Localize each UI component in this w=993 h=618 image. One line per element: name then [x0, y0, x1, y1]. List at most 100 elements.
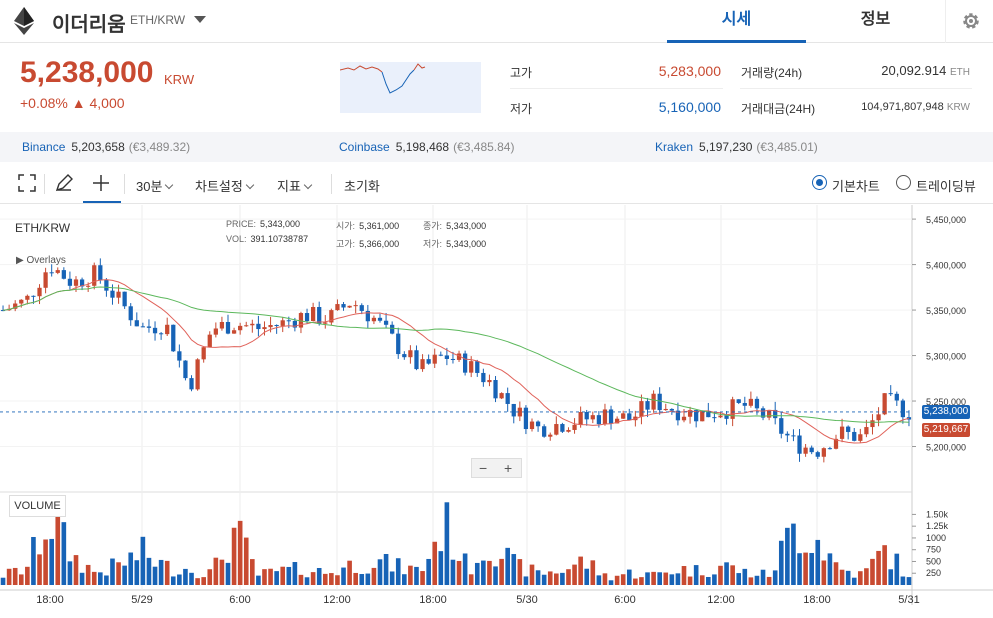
volume-bar [128, 552, 134, 585]
volume-bar [523, 576, 529, 585]
pencil-draw-icon[interactable] [53, 172, 75, 194]
reset-button[interactable]: 초기화 [344, 179, 380, 194]
candle-body [712, 417, 717, 419]
pair-dropdown-caret-icon[interactable] [194, 16, 206, 23]
volume-bar [639, 577, 644, 585]
candlestick-chart-area[interactable]: 18:00 5/29 6:00 12:00 18:00 5/30 6:00 12:00 18:0… [0, 205, 993, 618]
volume-bar [243, 537, 249, 585]
x-tick-label: 6:00 [614, 594, 635, 606]
candle-body [535, 421, 541, 427]
candle-body [663, 408, 668, 411]
crosshair-plus-icon[interactable] [90, 172, 112, 194]
candle-body [614, 418, 620, 424]
volume-bar [566, 569, 571, 585]
volume-bar [499, 558, 504, 585]
volume-bar [699, 575, 705, 585]
volume-bar [797, 553, 802, 585]
volume-bar [590, 560, 596, 585]
stat-divider [740, 88, 972, 89]
x-tick-label: 18:00 [803, 594, 831, 606]
y-tick-label: 5,200,000 [926, 443, 966, 453]
candle-body [92, 265, 97, 286]
volume-bar [310, 572, 316, 585]
volume-bar [614, 575, 620, 585]
volume-bar [870, 558, 875, 585]
tab-info[interactable]: 정보 [860, 11, 891, 28]
candle-body [754, 398, 760, 409]
volume-bar [651, 571, 656, 585]
coin-pair: ETH/KRW [130, 13, 186, 27]
volume-bar [25, 566, 30, 585]
volume-bar [900, 576, 906, 585]
volume-bar [207, 569, 213, 585]
volume-bar [116, 562, 121, 585]
volume-bar [487, 560, 492, 585]
volume-bar [292, 562, 298, 585]
candle-body [578, 412, 583, 425]
candle-body [475, 361, 480, 373]
settings-button[interactable] [945, 0, 993, 43]
candle-body [511, 403, 516, 417]
candle-body [462, 353, 468, 373]
sparkline-chart [340, 62, 481, 113]
basic-chart-label[interactable]: 기본차트 [832, 179, 880, 194]
volume-bar [286, 566, 292, 585]
candle-body [590, 415, 595, 420]
volume-bar [687, 576, 693, 585]
candle-body [724, 415, 729, 419]
candle-body [675, 410, 681, 421]
chart-settings-select[interactable]: 차트설정 [195, 176, 255, 195]
volume-bar [718, 565, 723, 585]
ohlc-open-high: 시가: 5,361,000 고가: 5,366,000 [336, 221, 400, 249]
volume-bar [37, 554, 42, 585]
indicators-select[interactable]: 지표 [277, 176, 313, 195]
candle-body [61, 270, 66, 279]
volume-bar [438, 551, 444, 585]
volume-bar [693, 565, 699, 585]
volume-bar [104, 575, 109, 585]
candle-body [335, 304, 340, 311]
candle-body [390, 324, 395, 334]
volume-bar [450, 559, 456, 585]
volume-bar [402, 574, 407, 585]
candle-body [43, 272, 48, 288]
price-volume-chart[interactable]: 18:00 5/29 6:00 12:00 18:00 5/30 6:00 12:00 18:0… [0, 205, 993, 618]
tab-quote[interactable]: 시세 [667, 0, 806, 43]
candle-body [298, 313, 304, 328]
candle-body [189, 378, 194, 390]
volume-bar [468, 574, 474, 585]
volume-24h-label: 거래량(24h) [741, 66, 803, 80]
candle-body [438, 354, 443, 356]
y-tick-label: 5,250,000 [926, 397, 966, 407]
zoom-out-button[interactable]: − [479, 460, 488, 476]
candle-body [846, 426, 851, 432]
candle-body [687, 410, 693, 417]
candle-body [894, 393, 899, 401]
candle-body [566, 429, 571, 432]
zoom-in-button[interactable]: + [504, 460, 513, 476]
volume-bar [730, 565, 735, 585]
candle-body [833, 438, 839, 449]
tradingview-radio[interactable] [896, 175, 911, 190]
candle-body [201, 347, 206, 360]
ohlc-price-vol: PRICE: 5,343,000 VOL: 391.10738787 [226, 219, 309, 244]
volume-bar [316, 567, 322, 585]
x-tick-label: 5/29 [131, 594, 152, 606]
candle-body [736, 399, 741, 403]
volume-24h-value: 20,092.914 ETH [881, 63, 970, 78]
volume-bar [225, 562, 231, 585]
volume-bar [511, 554, 517, 585]
volume-bar [809, 552, 814, 585]
volume-bar [626, 569, 632, 585]
candle-body [31, 295, 36, 297]
volume-bar [152, 566, 158, 585]
volume-bar [146, 557, 152, 585]
candle-body [651, 393, 656, 410]
tradingview-label[interactable]: 트레이딩뷰 [916, 179, 976, 194]
x-tick-label: 18:00 [419, 594, 447, 606]
basic-chart-radio[interactable] [812, 175, 827, 190]
interval-select[interactable]: 30분 [136, 176, 174, 195]
overlays-toggle[interactable]: ▶ Overlays [16, 255, 66, 266]
fullscreen-icon[interactable] [16, 172, 38, 194]
candle-body [554, 424, 559, 435]
